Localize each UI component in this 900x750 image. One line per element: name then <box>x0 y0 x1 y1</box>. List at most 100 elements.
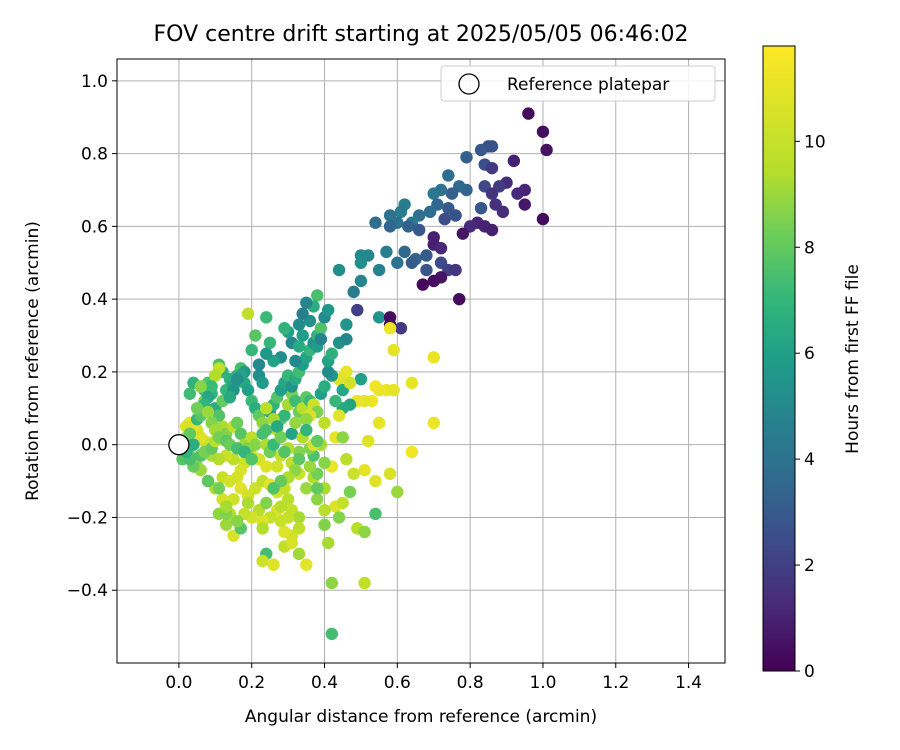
scatter-point <box>507 154 521 168</box>
scatter-point <box>314 322 328 335</box>
scatter-point <box>292 318 306 331</box>
scatter-point <box>485 140 499 153</box>
scatter-point <box>325 576 339 590</box>
scatter-point <box>321 303 335 317</box>
scatter-point <box>318 380 331 393</box>
scatter-point <box>318 518 331 531</box>
scatter-point <box>183 387 197 400</box>
scatter-point <box>427 351 440 364</box>
scatter-point <box>358 576 371 590</box>
scatter-point <box>241 307 255 320</box>
scatter-point <box>485 223 499 237</box>
scatter-point <box>249 438 262 451</box>
colorbar-tick-label: 6 <box>804 344 815 364</box>
scatter-point <box>402 220 415 233</box>
scatter-point <box>474 201 488 215</box>
scatter-point <box>485 187 499 200</box>
scatter-point <box>383 467 397 480</box>
scatter-point <box>332 409 346 422</box>
scatter-point <box>394 205 408 219</box>
scatter-point <box>427 416 440 430</box>
scatter-point <box>405 376 419 390</box>
grid-lines <box>117 59 725 663</box>
scatter-point <box>351 303 364 317</box>
scatter-point <box>474 143 488 157</box>
scatter-point <box>372 311 386 324</box>
y-tick-label: 0.0 <box>81 436 108 456</box>
scatter-point <box>241 496 255 510</box>
scatter-point <box>183 427 197 440</box>
scatter-point <box>300 296 313 309</box>
scatter-point <box>249 329 262 342</box>
colorbar-label: Hours from first FF file <box>843 264 863 454</box>
scatter-point <box>230 372 244 386</box>
scatter-point <box>300 423 313 437</box>
scatter-point <box>256 376 269 390</box>
scatter-point <box>285 536 298 550</box>
scatter-point <box>387 383 400 397</box>
scatter-point <box>281 511 295 524</box>
x-axis-label: Angular distance from reference (arcmin) <box>245 707 597 727</box>
scatter-point <box>187 438 200 451</box>
scatter-point <box>296 307 309 320</box>
colorbar-tick-label: 4 <box>804 450 815 470</box>
scatter-point <box>394 322 408 335</box>
scatter-point <box>354 372 368 386</box>
scatter-point <box>354 274 368 288</box>
scatter-point <box>194 380 207 393</box>
scatter-point <box>460 151 473 164</box>
x-axis-ticks: 0.0 0.2 0.4 0.6 0.8 1.0 1.2 1.4 <box>165 663 702 693</box>
scatter-point <box>321 365 335 379</box>
scatter-point <box>270 460 284 473</box>
scatter-point <box>336 431 349 444</box>
scatter-point <box>311 493 324 506</box>
y-tick-label: 0.2 <box>81 363 108 383</box>
scatter-point <box>445 187 459 200</box>
colorbar: 0 2 4 6 8 10 Hours from first FF file <box>762 45 863 682</box>
scatter-point <box>260 347 273 360</box>
scatter-point <box>383 322 397 335</box>
scatter-point <box>427 274 440 288</box>
scatter-point <box>449 209 462 222</box>
scatter-point <box>369 474 382 488</box>
y-tick-label: −0.2 <box>67 508 108 528</box>
colorbar-gradient <box>762 45 796 672</box>
scatter-point <box>347 285 360 299</box>
scatter-point <box>325 347 339 360</box>
scatter-point <box>518 198 531 211</box>
scatter-point <box>456 227 470 240</box>
colorbar-tick-label: 2 <box>804 556 815 576</box>
scatter-point <box>540 143 553 157</box>
scatter-point <box>347 467 360 480</box>
scatter-point <box>300 413 313 426</box>
scatter-point <box>372 263 386 277</box>
scatter-point <box>296 329 309 342</box>
scatter-point <box>289 354 302 368</box>
scatter-point <box>263 336 277 350</box>
scatter-point <box>260 402 273 415</box>
scatter-point <box>278 525 291 539</box>
scatter-point <box>442 169 455 182</box>
scatter-point <box>362 434 375 448</box>
scatter-point <box>223 391 237 404</box>
scatter-point <box>267 482 280 495</box>
scatter-point <box>245 453 258 466</box>
scatter-point <box>209 369 222 382</box>
scatter-point <box>383 220 397 233</box>
scatter-points <box>176 107 553 641</box>
scatter-point <box>354 256 368 269</box>
scatter-point <box>292 340 306 353</box>
scatter-point <box>201 405 215 419</box>
scatter-point <box>391 485 404 499</box>
scatter-point <box>369 216 382 229</box>
scatter-point <box>369 507 382 521</box>
legend-box <box>440 65 716 102</box>
scatter-point <box>336 496 349 510</box>
scatter-point <box>260 496 273 510</box>
scatter-point <box>230 514 244 528</box>
scatter-point <box>285 427 298 440</box>
legend-marker-open-circle <box>458 73 480 95</box>
scatter-point <box>340 318 353 331</box>
scatter-point <box>201 474 215 488</box>
scatter-point <box>205 380 218 393</box>
